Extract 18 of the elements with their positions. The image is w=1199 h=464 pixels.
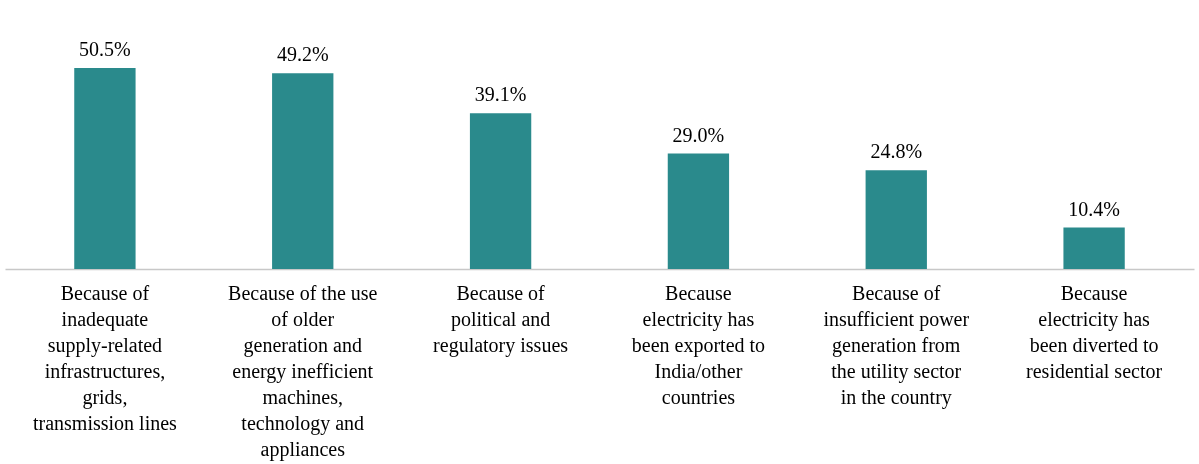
x-tick-label: Because of political and regulatory issues xyxy=(433,281,569,357)
data-label: 10.4% xyxy=(1068,197,1120,220)
data-label: 24.8% xyxy=(870,140,923,163)
x-tick-label: Because of inadequate supply-related infrastructures, grids, transmission lines xyxy=(32,281,178,434)
x-tick-label: Because of insufficient power generation from the utility sector in the country xyxy=(823,281,970,409)
x-tick-label: Because of the use of older generation and energy inefficient machines, technology and appliances xyxy=(228,281,378,461)
bar xyxy=(1063,227,1125,269)
x-tick-label: Because electricity has been exported to India/other countries xyxy=(631,281,766,408)
bar xyxy=(667,153,730,269)
x-tick-label: Because electricity has been diverted to residential sector xyxy=(1026,281,1163,382)
data-label: 29.0% xyxy=(672,123,725,146)
bar xyxy=(865,170,927,269)
bar xyxy=(74,68,136,269)
bar xyxy=(469,113,532,269)
data-label: 49.2% xyxy=(276,43,329,66)
data-label: 50.5% xyxy=(79,38,131,60)
bar xyxy=(272,73,334,269)
data-label: 39.1% xyxy=(474,83,527,106)
